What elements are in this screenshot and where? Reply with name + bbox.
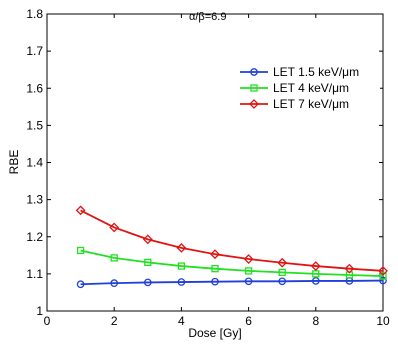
data-point — [110, 254, 118, 262]
x-tick-label: 10 — [376, 314, 390, 328]
series-line — [80, 209, 384, 272]
data-point — [177, 262, 186, 270]
data-point — [311, 277, 320, 285]
data-point — [378, 265, 388, 276]
legend-box — [236, 62, 380, 116]
axis-ticks: 0 2 4 6 8 10 1 1.1 1.2 1.3 1.4 1.5 1.6 1.7 1.8 — [26, 7, 390, 328]
legend-entry: LET 7 keV/μm — [240, 97, 349, 111]
data-point — [76, 280, 85, 289]
y-tick-label: 1.1 — [26, 267, 43, 281]
data-point — [310, 261, 321, 271]
legend: LET 1.5 keV/μm LET 4 keV/μm LET 7 keV/μm — [236, 62, 380, 116]
data-point — [143, 278, 152, 287]
y-tick-label: 1.5 — [26, 118, 43, 132]
data-point — [344, 263, 355, 274]
y-tick-label: 1.8 — [26, 7, 43, 21]
y-tick-label: 1.6 — [26, 81, 43, 95]
data-point — [249, 99, 259, 109]
x-tick-label: 4 — [178, 314, 185, 328]
data-point — [244, 277, 253, 286]
data-point — [244, 267, 253, 275]
annotation-alpha-beta: α/β=6.9 — [189, 11, 226, 23]
legend-label: LET 4 keV/μm — [273, 81, 349, 95]
y-tick-label: 1.2 — [26, 230, 43, 244]
data-point — [243, 254, 254, 264]
data-point — [110, 279, 119, 288]
data-point — [379, 276, 387, 285]
data-point — [176, 242, 187, 253]
plot-area — [46, 13, 384, 312]
x-axis-label: Dose [Gy] — [188, 326, 241, 340]
data-point — [76, 246, 85, 255]
series-1 — [76, 276, 387, 289]
data-point — [277, 257, 288, 268]
data-point — [109, 222, 120, 233]
data-point — [379, 272, 387, 280]
series-layer — [75, 205, 388, 289]
y-axis-label: RBE — [7, 150, 21, 175]
data-point — [211, 277, 219, 286]
y-tick-label: 1.3 — [26, 193, 43, 207]
legend-entry: LET 4 keV/μm — [240, 81, 349, 95]
x-tick-label: 8 — [312, 314, 319, 328]
data-point — [142, 234, 153, 245]
data-point — [75, 205, 86, 216]
data-point — [250, 84, 258, 92]
series-3 — [75, 205, 388, 276]
y-tick-label: 1 — [36, 304, 43, 318]
legend-label: LET 1.5 keV/μm — [273, 65, 359, 79]
y-tick-label: 1.7 — [26, 44, 43, 58]
data-point — [278, 268, 286, 277]
data-point — [250, 68, 258, 76]
series-line — [80, 279, 384, 286]
data-point — [211, 265, 219, 273]
y-tick-label: 1.4 — [26, 156, 43, 170]
series-line — [80, 249, 384, 278]
data-point — [177, 278, 186, 286]
data-point — [144, 258, 152, 267]
x-tick-label: 2 — [111, 314, 118, 328]
data-point — [210, 249, 220, 260]
legend-entry: LET 1.5 keV/μm — [240, 65, 359, 79]
x-tick-label: 0 — [44, 314, 51, 328]
x-tick-label: 6 — [245, 314, 252, 328]
data-point — [278, 277, 287, 286]
legend-label: LET 7 keV/μm — [273, 97, 349, 111]
